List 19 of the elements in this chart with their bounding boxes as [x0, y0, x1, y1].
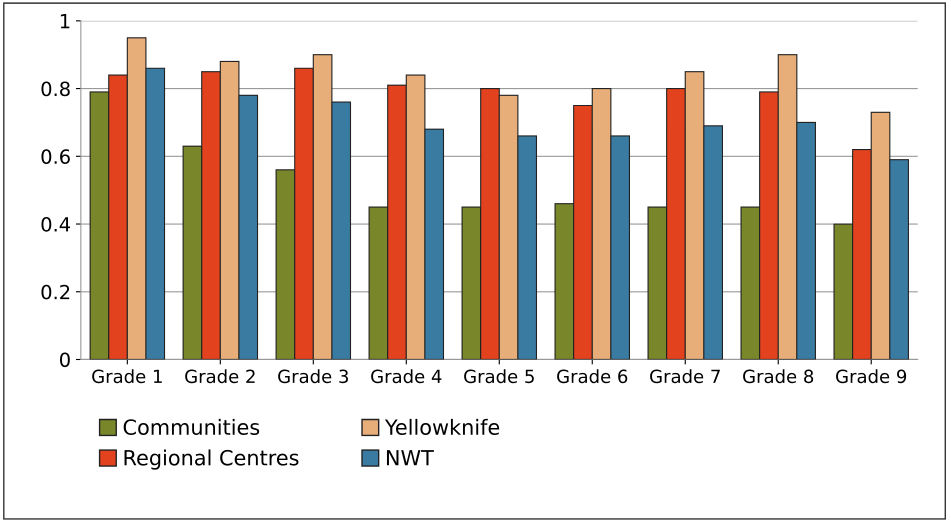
y-tick-label: 0.6	[41, 149, 70, 164]
legend-label: Yellowknife	[384, 418, 500, 436]
x-tick-label: Grade 1	[92, 369, 162, 384]
y-tick-label: 1	[60, 14, 70, 28]
y-tick-label: 0	[60, 352, 70, 368]
x-tick-label: Grade 7	[650, 369, 720, 384]
x-tick-label: Grade 5	[464, 369, 534, 384]
legend-label: Communities	[124, 418, 260, 436]
y-tick-label: 0.8	[41, 82, 70, 96]
x-tick-label: Grade 9	[836, 369, 906, 384]
x-tick-label: Grade 2	[185, 369, 255, 384]
x-tick-label: Grade 6	[557, 369, 628, 384]
x-tick-label: Grade 8	[743, 369, 814, 384]
legend-label: Regional Centres	[124, 449, 298, 470]
x-tick-label: Grade 3	[278, 369, 348, 384]
x-tick-label: Grade 4	[371, 369, 442, 384]
y-tick-label: 0.2	[41, 284, 70, 300]
y-tick-label: 0.4	[41, 216, 70, 232]
legend-label: NWT	[386, 450, 434, 466]
